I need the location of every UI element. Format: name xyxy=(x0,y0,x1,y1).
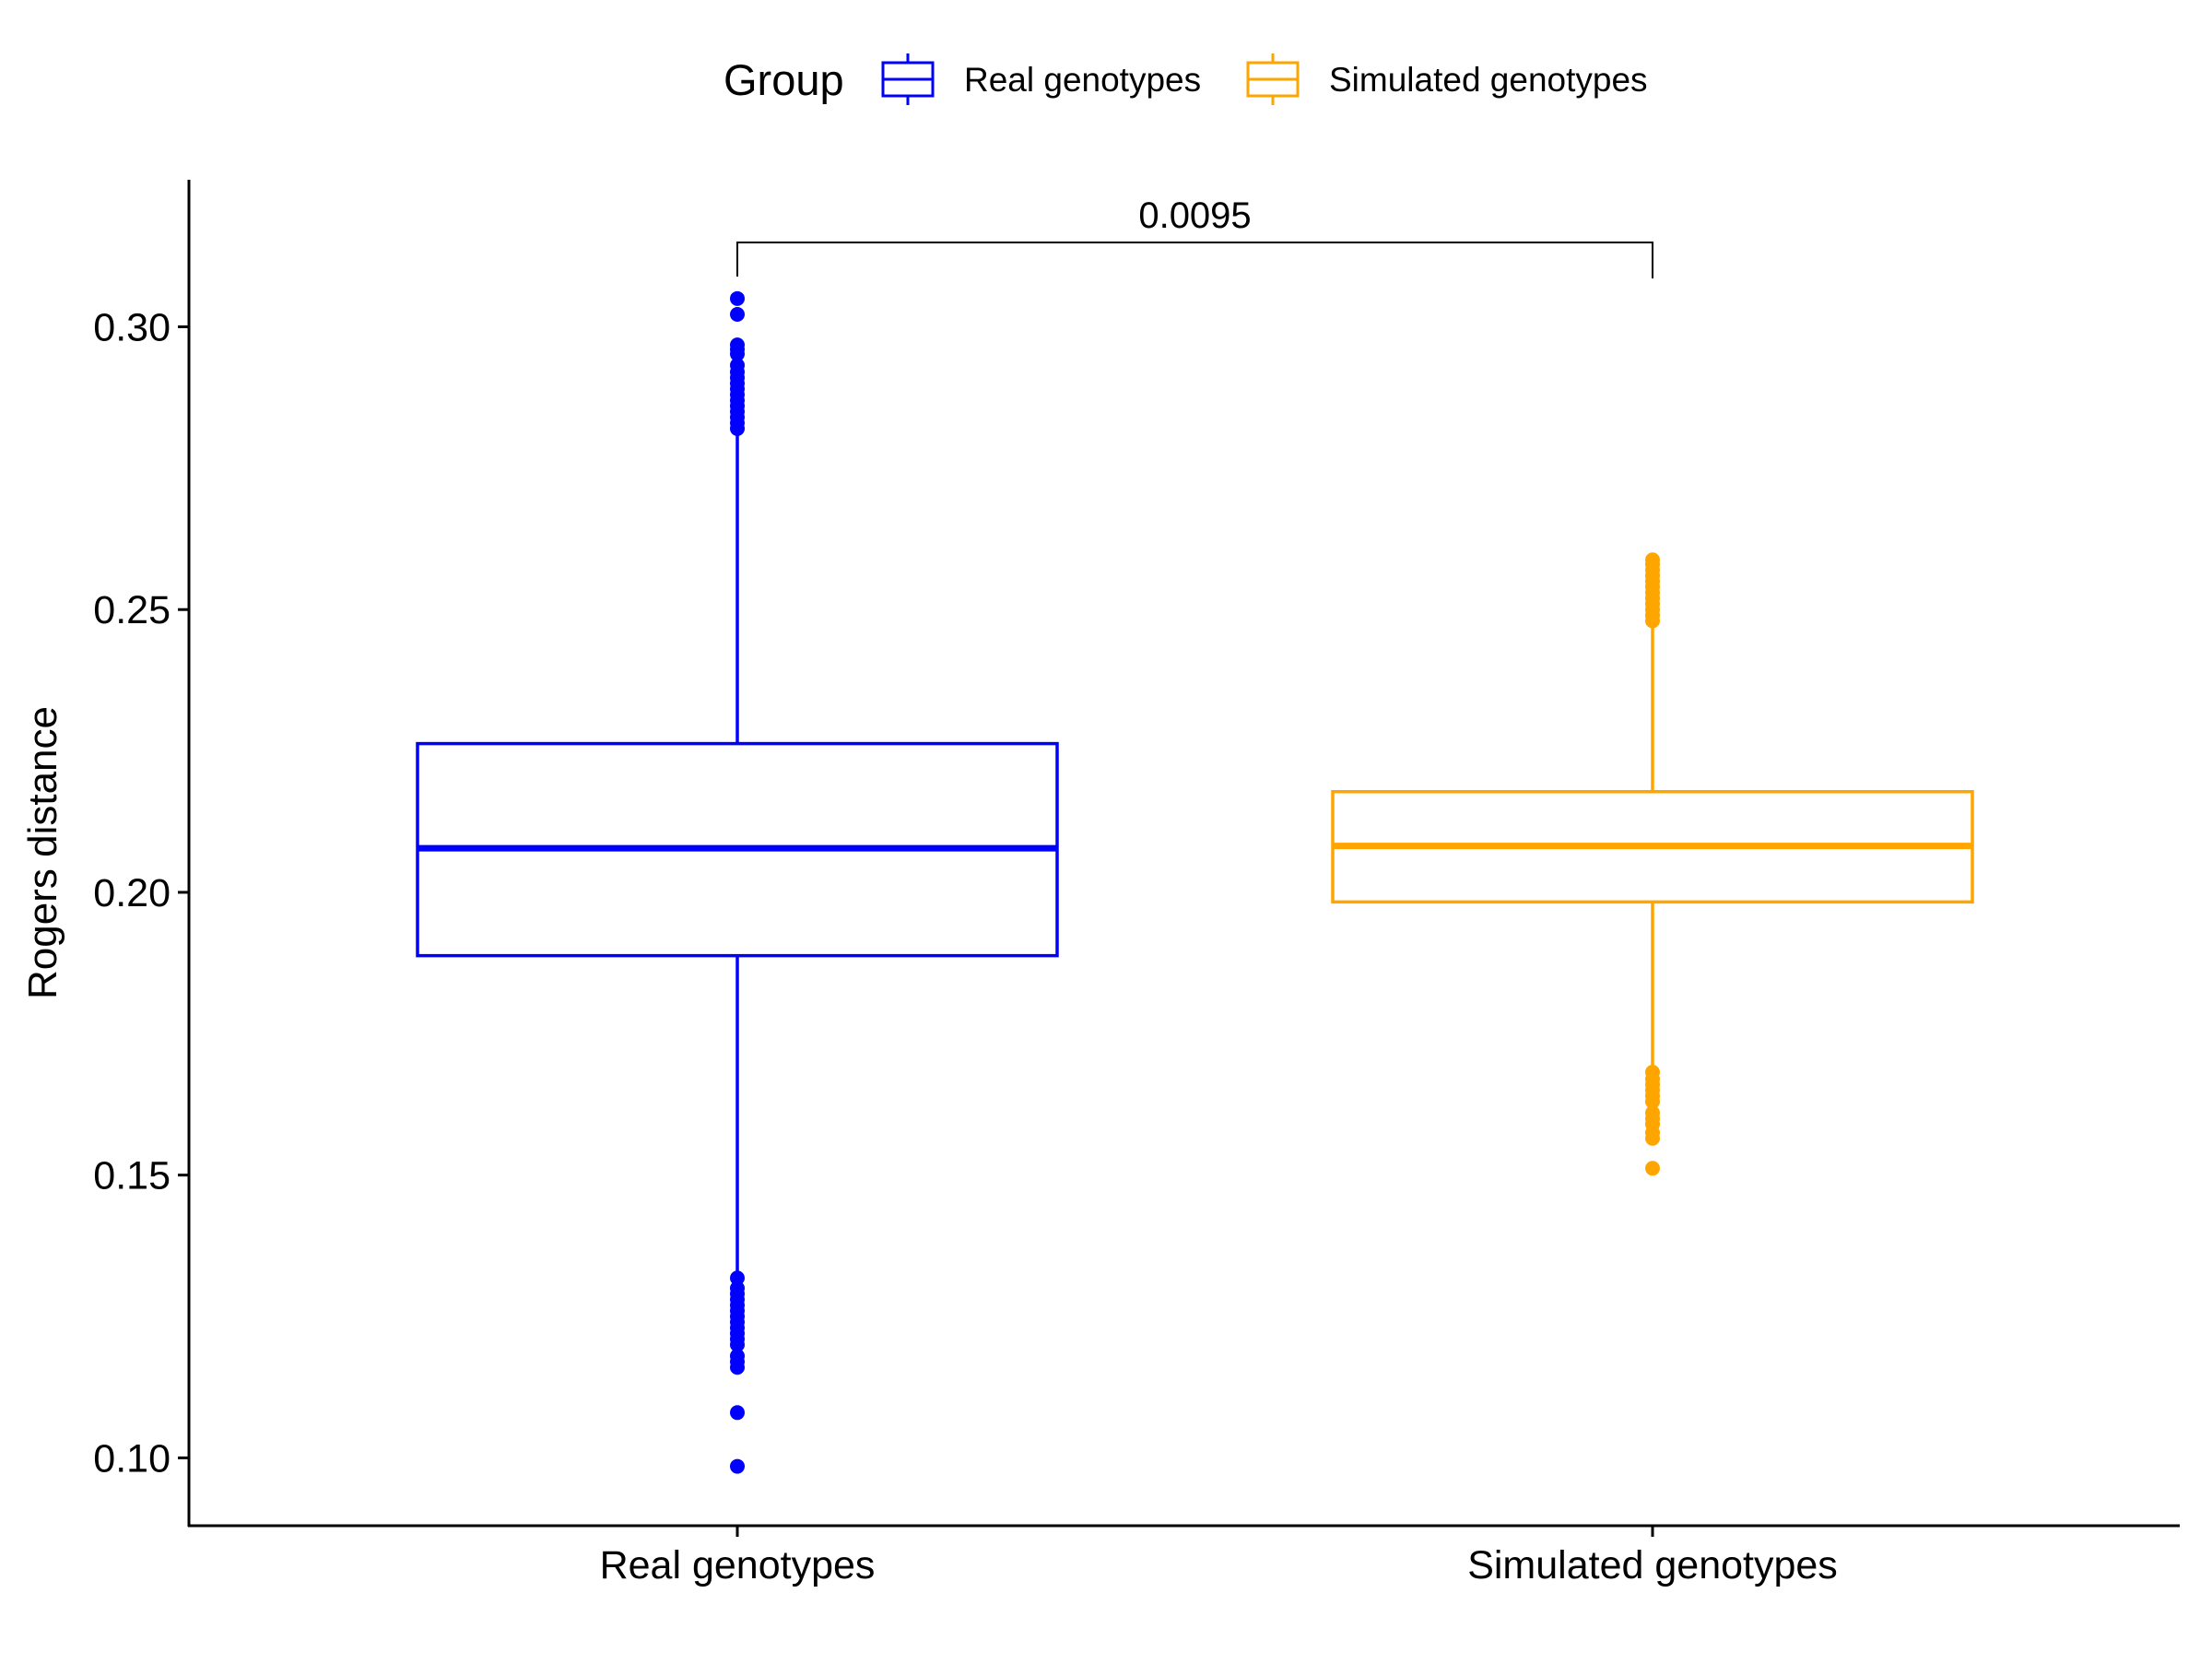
outlier-simulated-23 xyxy=(1645,1161,1660,1176)
significance-p-value: 0.0095 xyxy=(1138,195,1251,236)
outlier-simulated-11 xyxy=(1645,613,1660,629)
outlier-simulated-17 xyxy=(1645,1093,1660,1109)
significance-bracket xyxy=(736,242,1653,278)
y-tick-label-1: 0.15 xyxy=(93,1154,171,1198)
legend-title: Group xyxy=(724,55,844,104)
outlier-real-33 xyxy=(730,1458,745,1474)
outlier-real-32 xyxy=(730,1405,745,1421)
y-tick-label-0: 0.10 xyxy=(93,1436,171,1481)
outlier-real-28 xyxy=(730,1337,745,1352)
y-tick-label-3: 0.25 xyxy=(93,588,171,632)
outlier-real-4 xyxy=(730,346,745,361)
x-tick-label-1: Simulated genotypes xyxy=(1467,1543,1838,1587)
outlier-real-16 xyxy=(730,420,745,436)
x-tick-label-0: Real genotypes xyxy=(600,1543,876,1587)
outlier-real-0 xyxy=(730,290,745,306)
y-axis-title: Rogers distance xyxy=(20,706,65,999)
legend-label-simulated: Simulated genotypes xyxy=(1329,61,1648,99)
plot-area: 0.10 0.15 0.20 0.25 0.30 Real genotypes Simula… xyxy=(93,180,2180,1587)
y-tick-label-4: 0.30 xyxy=(93,305,171,349)
legend-key-real xyxy=(881,53,935,105)
outlier-real-17 xyxy=(730,1270,745,1286)
outlier-real-1 xyxy=(730,307,745,322)
y-tick-label-2: 0.20 xyxy=(93,871,171,915)
legend-label-real: Real genotypes xyxy=(964,61,1201,99)
outlier-real-31 xyxy=(730,1360,745,1375)
outlier-simulated-22 xyxy=(1645,1130,1660,1146)
legend: Group Real genotypes Simulated genotypes xyxy=(724,53,1648,105)
legend-key-simulated xyxy=(1246,53,1300,105)
